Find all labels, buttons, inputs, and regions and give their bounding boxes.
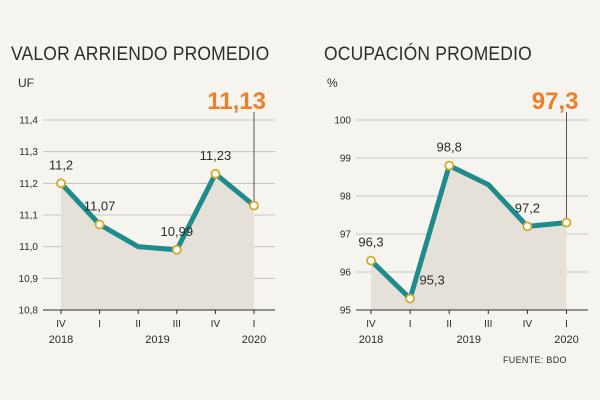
x-tick-label: IV bbox=[211, 319, 221, 330]
source-note: FUENTE: BDO bbox=[503, 355, 567, 365]
year-label: 2020 bbox=[554, 334, 578, 346]
x-tick-label: I bbox=[409, 319, 412, 330]
data-point bbox=[210, 168, 221, 179]
y-tick-label: 11,1 bbox=[19, 211, 38, 222]
x-tick-label: IV bbox=[56, 319, 66, 330]
y-tick-label: 95 bbox=[340, 306, 352, 317]
data-point bbox=[444, 160, 455, 171]
y-tick-label: 11,2 bbox=[19, 179, 38, 190]
data-point bbox=[171, 244, 182, 255]
data-point bbox=[522, 221, 533, 232]
year-label: 2018 bbox=[359, 334, 383, 346]
data-label: 11,07 bbox=[84, 199, 116, 214]
y-tick-label: 96 bbox=[340, 268, 352, 279]
data-label: 95,3 bbox=[419, 273, 444, 288]
y-tick-label: 11,0 bbox=[19, 242, 38, 253]
highlight-value-label: 97,3 bbox=[532, 88, 579, 115]
chart-panel-arriendo: VALOR ARRIENDO PROMEDIO UF 10,8 10,9 11,0 1… bbox=[11, 44, 275, 346]
highlight-value-label: 11,13 bbox=[207, 88, 266, 115]
chart-title: VALOR ARRIENDO PROMEDIO bbox=[11, 44, 270, 65]
y-tick-label: 11,3 bbox=[19, 147, 38, 158]
data-point bbox=[56, 178, 66, 189]
x-tick-label: III bbox=[173, 319, 181, 330]
data-point bbox=[249, 200, 259, 211]
data-label: 11,2 bbox=[49, 157, 73, 172]
x-tick-label: II bbox=[135, 319, 141, 330]
x-tick-label: IV bbox=[523, 319, 533, 330]
x-tick-label: I bbox=[565, 319, 568, 330]
chart-title: OCUPACIÓN PROMEDIO bbox=[324, 44, 532, 65]
data-label: 11,23 bbox=[200, 148, 232, 163]
y-tick-label: 10,8 bbox=[19, 306, 39, 317]
x-tick-label: II bbox=[446, 319, 452, 330]
y-tick-label: 100 bbox=[334, 116, 351, 127]
x-tick-label: III bbox=[484, 319, 492, 330]
y-axis-unit: UF bbox=[18, 76, 34, 90]
data-point bbox=[561, 217, 572, 228]
year-label: 2020 bbox=[242, 334, 266, 346]
y-tick-label: 10,9 bbox=[19, 274, 39, 285]
data-label: 96,3 bbox=[358, 235, 383, 250]
data-point bbox=[94, 219, 105, 230]
x-tick-label: I bbox=[98, 319, 101, 330]
data-point bbox=[405, 293, 415, 304]
year-label: 2018 bbox=[49, 334, 73, 346]
series-line bbox=[368, 163, 569, 302]
data-point bbox=[366, 255, 376, 266]
x-tick-label: IV bbox=[366, 319, 376, 330]
year-label: 2019 bbox=[457, 334, 481, 346]
data-label: 10,99 bbox=[161, 224, 194, 239]
year-label: 2019 bbox=[145, 334, 169, 346]
y-tick-label: 97 bbox=[340, 230, 352, 241]
data-label: 97,2 bbox=[515, 200, 540, 215]
x-tick-label: I bbox=[253, 319, 256, 330]
chart-arriendo: 10,810,911,011,111,211,311,4IV I II III IV I2… bbox=[19, 88, 275, 346]
area-fill bbox=[61, 173, 254, 310]
y-tick-label: 11,4 bbox=[19, 116, 38, 127]
y-tick-label: 98 bbox=[340, 192, 352, 203]
series-line bbox=[58, 171, 257, 253]
data-label: 98,8 bbox=[437, 140, 462, 155]
y-axis-unit: % bbox=[327, 76, 338, 90]
y-tick-label: 99 bbox=[340, 154, 352, 165]
chart-panel-ocupacion: OCUPACIÓN PROMEDIO % 95 96 97 98 99 100 IV I II I… bbox=[300, 0, 600, 400]
